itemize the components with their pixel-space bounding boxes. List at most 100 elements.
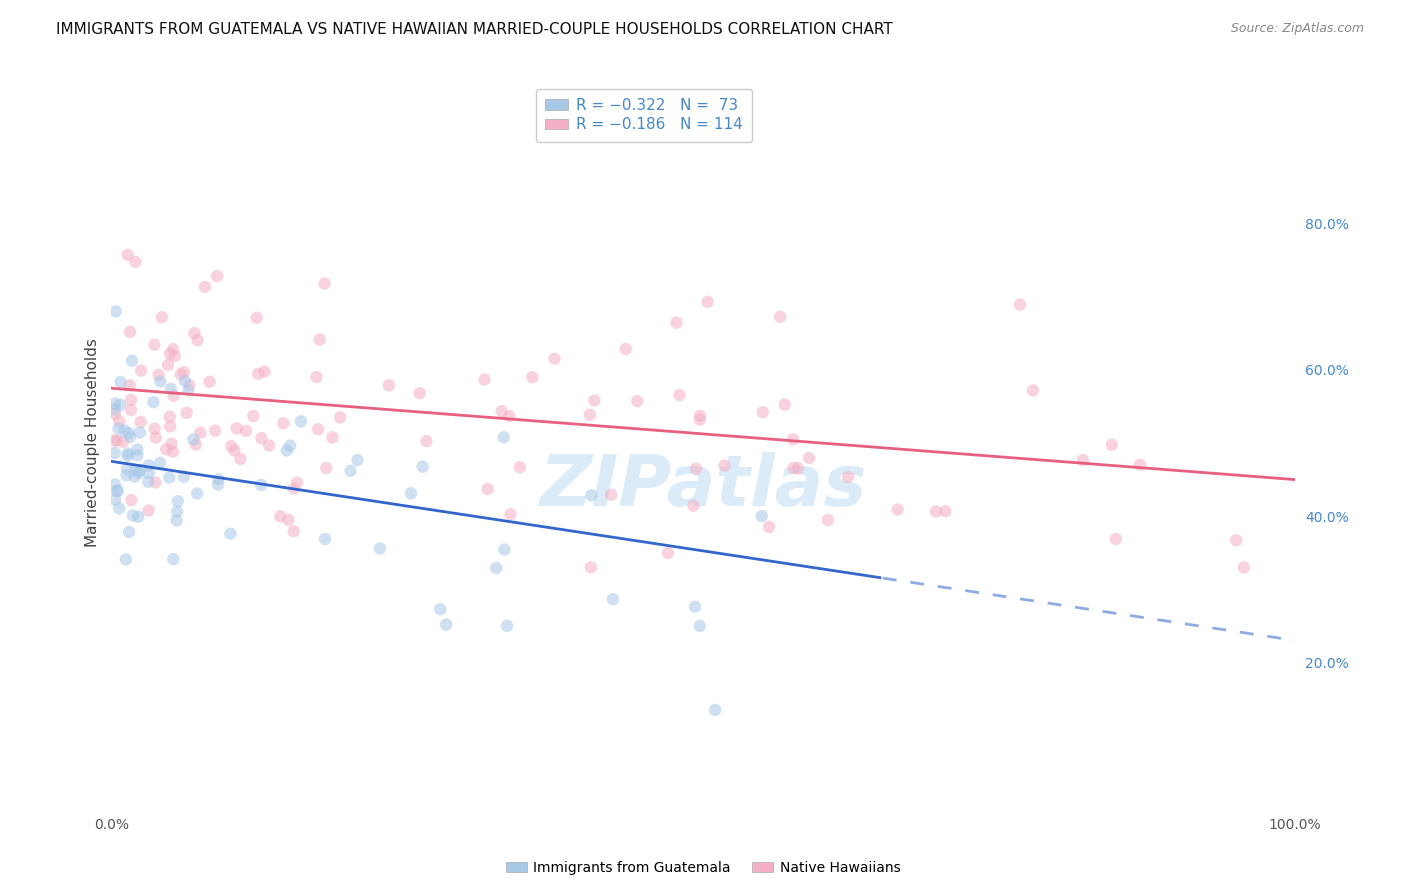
Point	[205, 269, 228, 284]
Point	[183, 433, 205, 447]
Point	[143, 421, 166, 435]
Point	[124, 469, 146, 483]
Point	[492, 430, 515, 444]
Point	[273, 417, 295, 431]
Point	[127, 442, 149, 457]
Point	[186, 486, 208, 500]
Point	[136, 475, 159, 489]
Point	[886, 502, 908, 516]
Point	[129, 425, 152, 440]
Point	[1071, 453, 1094, 467]
Point	[179, 378, 201, 392]
Point	[253, 365, 276, 379]
Point	[104, 492, 127, 507]
Point	[668, 388, 690, 402]
Point	[127, 448, 149, 462]
Point	[494, 542, 516, 557]
Point	[127, 509, 149, 524]
Point	[434, 617, 457, 632]
Point	[474, 372, 496, 386]
Point	[170, 368, 193, 382]
Point	[773, 398, 796, 412]
Point	[704, 703, 727, 717]
Point	[120, 493, 142, 508]
Point	[758, 520, 780, 534]
Point	[782, 433, 804, 447]
Point	[155, 442, 177, 457]
Point	[509, 460, 531, 475]
Point	[307, 422, 329, 436]
Point	[315, 461, 337, 475]
Text: Source: ZipAtlas.com: Source: ZipAtlas.com	[1230, 22, 1364, 36]
Point	[683, 599, 706, 614]
Point	[283, 524, 305, 539]
Point	[290, 414, 312, 428]
Point	[184, 437, 207, 451]
Point	[157, 470, 180, 484]
Point	[105, 483, 128, 498]
Point	[579, 408, 602, 422]
Point	[107, 421, 129, 435]
Point	[112, 435, 135, 450]
Point	[159, 409, 181, 424]
Point	[173, 374, 195, 388]
Point	[689, 619, 711, 633]
Point	[429, 602, 451, 616]
Point	[277, 513, 299, 527]
Point	[118, 378, 141, 392]
Point	[148, 368, 170, 382]
Point	[346, 453, 368, 467]
Point	[581, 488, 603, 502]
Point	[285, 475, 308, 490]
Point	[156, 358, 179, 372]
Point	[247, 367, 270, 381]
Point	[160, 436, 183, 450]
Point	[696, 294, 718, 309]
Point	[278, 439, 301, 453]
Point	[689, 409, 711, 423]
Point	[221, 439, 243, 453]
Point	[150, 310, 173, 325]
Point	[817, 513, 839, 527]
Point	[399, 486, 422, 500]
Point	[183, 326, 205, 340]
Point	[162, 342, 184, 356]
Point	[321, 430, 343, 444]
Point	[329, 410, 352, 425]
Point	[149, 456, 172, 470]
Point	[934, 504, 956, 518]
Point	[1105, 532, 1128, 546]
Point	[207, 472, 229, 486]
Point	[104, 446, 127, 460]
Point	[118, 426, 141, 441]
Point	[496, 619, 519, 633]
Point	[207, 477, 229, 491]
Point	[115, 462, 138, 476]
Point	[1008, 298, 1031, 312]
Point	[120, 325, 142, 339]
Point	[117, 446, 139, 460]
Point	[305, 370, 328, 384]
Point	[166, 505, 188, 519]
Point	[283, 482, 305, 496]
Point	[163, 349, 186, 363]
Point	[108, 414, 131, 428]
Point	[107, 484, 129, 499]
Point	[104, 407, 127, 421]
Point	[477, 482, 499, 496]
Point	[121, 353, 143, 368]
Point	[138, 503, 160, 517]
Legend: Immigrants from Guatemala, Native Hawaiians: Immigrants from Guatemala, Native Hawaii…	[501, 855, 905, 880]
Point	[104, 402, 127, 417]
Point	[142, 395, 165, 409]
Point	[412, 459, 434, 474]
Point	[339, 464, 361, 478]
Point	[491, 404, 513, 418]
Point	[163, 389, 186, 403]
Point	[752, 405, 775, 419]
Point	[235, 424, 257, 438]
Point	[925, 504, 948, 518]
Point	[104, 304, 127, 318]
Point	[129, 415, 152, 429]
Point	[246, 310, 269, 325]
